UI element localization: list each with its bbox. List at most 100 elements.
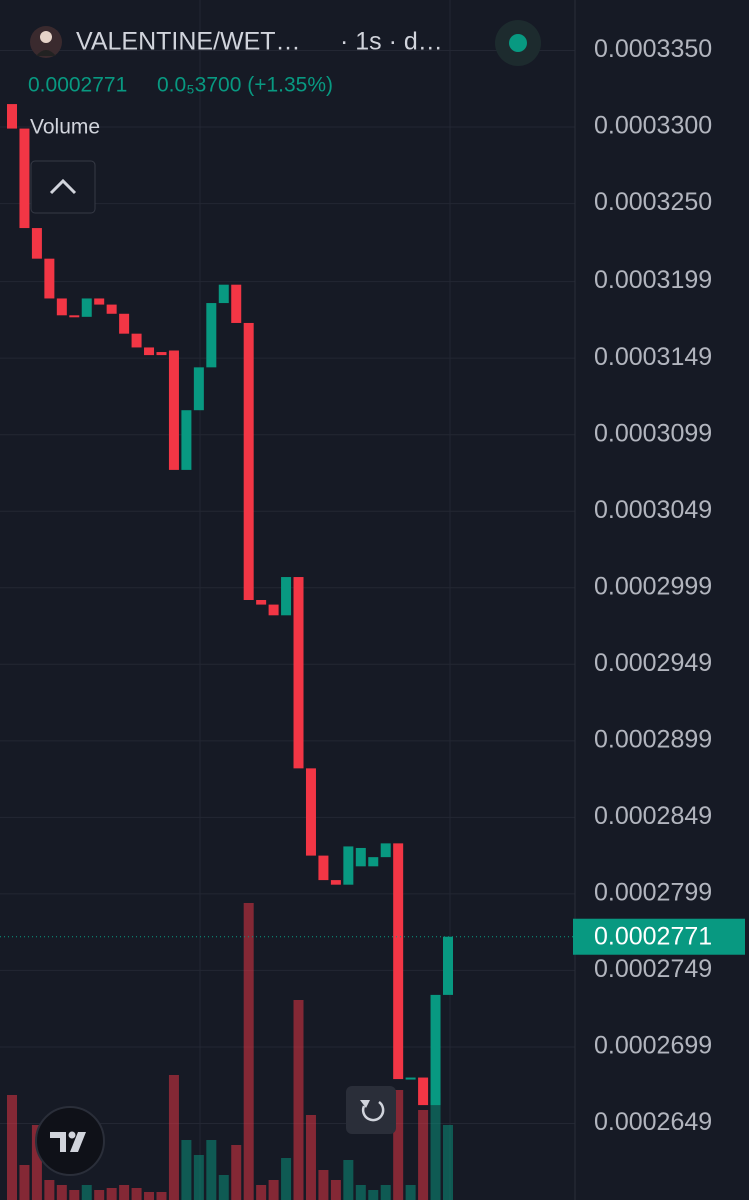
volume-bar xyxy=(119,1185,130,1200)
symbol-title: VALENTINE/WET… xyxy=(76,28,301,56)
reset-icon xyxy=(361,1100,385,1122)
y-tick-label: 0.0002649 xyxy=(594,1108,712,1136)
volume-bar xyxy=(131,1188,142,1200)
volume-bar xyxy=(281,1158,292,1200)
candle-body xyxy=(44,258,55,299)
volume-bar xyxy=(368,1190,379,1200)
volume-bar xyxy=(81,1185,92,1200)
candle-body xyxy=(405,1077,416,1080)
candle-body xyxy=(19,128,30,229)
volume-bar xyxy=(268,1180,279,1200)
volume-bar xyxy=(218,1175,229,1200)
candles xyxy=(7,104,453,1106)
candle-body xyxy=(343,846,354,885)
status-dot xyxy=(509,34,527,52)
candle-body xyxy=(131,333,142,348)
volume-label: Volume xyxy=(30,116,100,139)
y-tick-label: 0.0003099 xyxy=(594,419,712,447)
volume-bar xyxy=(355,1185,366,1200)
interval: · 1s · d… xyxy=(340,28,443,56)
volume-bar xyxy=(243,903,254,1200)
tradingview-logo[interactable] xyxy=(35,1106,105,1176)
candle-body xyxy=(156,352,167,356)
candle-body xyxy=(81,298,92,317)
volume-bar xyxy=(168,1075,179,1200)
volume-bar xyxy=(19,1165,30,1200)
last-price-tag xyxy=(573,918,745,955)
volume-bar xyxy=(343,1160,354,1200)
candle-body xyxy=(7,104,17,129)
candle-body xyxy=(305,768,316,856)
y-tick-label: 0.0002899 xyxy=(594,725,712,753)
volume-bar xyxy=(330,1180,341,1200)
volume-bar xyxy=(443,1125,453,1200)
header-change: 0.0₅3700 (+1.35%) xyxy=(157,74,333,97)
y-tick-label: 0.0003350 xyxy=(594,35,712,63)
volume-bar xyxy=(231,1145,242,1200)
candle-body xyxy=(94,298,105,305)
candle-body xyxy=(119,313,130,334)
y-tick-label: 0.0002999 xyxy=(594,572,712,600)
volume-bar xyxy=(380,1185,391,1200)
volume-bar xyxy=(31,1125,42,1200)
volume-bar xyxy=(181,1140,192,1200)
collapse-icon xyxy=(49,178,77,195)
y-tick-label: 0.0003149 xyxy=(594,343,712,371)
candle-body xyxy=(181,410,192,470)
y-tick-label: 0.0003300 xyxy=(594,112,712,140)
volume-bar xyxy=(7,1095,17,1200)
candle-body xyxy=(256,600,267,605)
candle-body xyxy=(355,847,366,867)
candle-body xyxy=(231,284,242,323)
volume-bar xyxy=(69,1190,80,1200)
candle-body xyxy=(56,298,67,316)
reset-button[interactable] xyxy=(346,1086,396,1134)
volume-bar xyxy=(293,1000,304,1200)
volume-bar xyxy=(256,1185,267,1200)
candle-body xyxy=(144,347,155,356)
collapse-button[interactable] xyxy=(30,160,96,214)
volume-bar xyxy=(44,1180,55,1200)
tradingview-dot xyxy=(68,1131,76,1139)
candle-body xyxy=(393,843,404,1080)
candle-body xyxy=(268,604,279,616)
candle-body xyxy=(330,880,341,885)
y-tick-label: 0.0002699 xyxy=(594,1032,712,1060)
candle-body xyxy=(318,855,329,881)
price-axis: 0.0003350 0.0003300 0.0003250 0.0003199 0.00… xyxy=(594,35,712,1136)
candle-body xyxy=(443,936,453,995)
candle-body xyxy=(380,843,391,858)
y-tick-label: 0.0002949 xyxy=(594,649,712,677)
reset-arrow xyxy=(360,1100,370,1108)
volume-bar xyxy=(94,1190,105,1200)
candle-body xyxy=(293,577,304,769)
volume-bar xyxy=(318,1170,329,1200)
candle-body xyxy=(193,367,204,411)
volume-bar xyxy=(193,1155,204,1200)
volume-bar xyxy=(418,1110,429,1200)
candle-body xyxy=(430,994,441,1106)
candle-body xyxy=(168,350,179,470)
candle-body xyxy=(106,304,117,314)
volume-bar xyxy=(106,1188,117,1200)
token-avatar-body xyxy=(36,50,56,56)
candle-body xyxy=(69,315,80,318)
volume-bar xyxy=(305,1115,316,1200)
volume-bar xyxy=(206,1140,217,1200)
volume-bar xyxy=(156,1192,167,1200)
y-tick-label: 0.0003049 xyxy=(594,496,712,524)
token-avatar-face xyxy=(40,31,52,43)
candle-body xyxy=(206,303,217,368)
volume-bar xyxy=(56,1185,67,1200)
tradingview-mark xyxy=(50,1132,86,1152)
candle-body xyxy=(218,284,229,304)
y-tick-label: 0.0003250 xyxy=(594,188,712,216)
header-price: 0.0002771 xyxy=(28,74,127,97)
volume-bar xyxy=(144,1192,155,1200)
volume-bar xyxy=(405,1185,416,1200)
y-tick-label: 0.0002749 xyxy=(594,955,712,983)
volume-bar xyxy=(430,1093,441,1200)
